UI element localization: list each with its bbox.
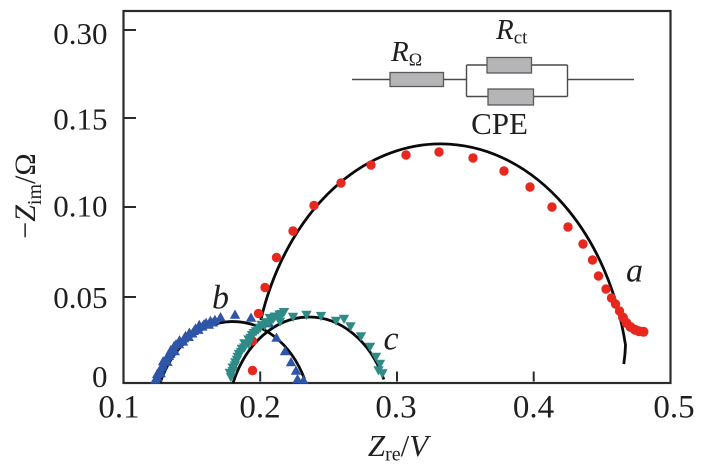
svg-text:0.2: 0.2: [239, 390, 280, 426]
svg-text:c: c: [384, 321, 399, 358]
svg-text:a: a: [626, 253, 643, 290]
svg-text:b: b: [212, 280, 229, 317]
svg-text:Rct: Rct: [495, 14, 528, 49]
svg-text:0.4: 0.4: [513, 390, 554, 426]
svg-text:0.5: 0.5: [653, 390, 694, 426]
svg-text:RΩ: RΩ: [390, 36, 422, 70]
svg-text:0.10: 0.10: [53, 188, 107, 223]
svg-text:Zre/V: Zre/V: [368, 428, 431, 466]
svg-text:0.15: 0.15: [53, 101, 107, 136]
svg-text:0.3: 0.3: [375, 390, 416, 426]
svg-text:0: 0: [92, 359, 108, 394]
svg-text:0.1: 0.1: [98, 390, 139, 426]
svg-text:0.30: 0.30: [53, 16, 107, 51]
svg-text:0.05: 0.05: [53, 280, 107, 315]
svg-text:−Zim/Ω: −Zim/Ω: [9, 153, 46, 238]
svg-text:CPE: CPE: [471, 106, 528, 141]
